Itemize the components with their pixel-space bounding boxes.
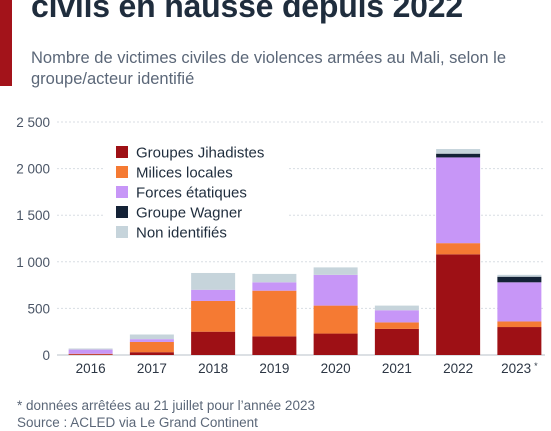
bar-segment [252, 290, 297, 337]
bar-segment [313, 305, 358, 334]
bar-segment [313, 267, 358, 275]
legend-swatch [116, 146, 128, 158]
bar-segment [436, 254, 481, 355]
y-tick-label: 1 000 [16, 255, 50, 270]
legend-label: Forces étatiques [136, 185, 247, 202]
x-tick-label: 2019 [259, 361, 289, 376]
legend-swatch [116, 166, 128, 178]
x-tick-label: 2020 [321, 361, 351, 376]
legend-swatch [116, 206, 128, 218]
y-tick-label: 1 500 [16, 208, 50, 223]
bar-segment [436, 153, 481, 158]
bar-segment [436, 149, 481, 154]
bar-segment [68, 349, 113, 354]
bar-segment [191, 300, 236, 332]
bar-segment [497, 274, 542, 277]
x-tick-label: 2016 [76, 361, 106, 376]
bar-segment [191, 331, 236, 355]
bar-segment [129, 339, 174, 342]
bar-segment [374, 322, 419, 329]
bars-layer [68, 149, 542, 355]
y-tick-label: 2 500 [16, 115, 50, 130]
bar-segment [497, 276, 542, 283]
bar-segment [252, 282, 297, 291]
bar-segment [129, 334, 174, 340]
x-axis: 2016 2017 2018 2019 2020 2021 2022 2023 * [76, 361, 539, 376]
source-note: Source : ACLED via Le Grand Continent [17, 415, 258, 430]
y-tick-label: 0 [42, 348, 50, 363]
bar-segment [68, 354, 113, 355]
bar-segment [436, 243, 481, 255]
legend-swatch [116, 226, 128, 238]
legend-swatch [116, 186, 128, 198]
bar-segment [252, 273, 297, 283]
y-axis: 0 500 1 000 1 500 2 000 2 500 [16, 115, 50, 363]
chart-title: civils en hausse depuis 2022 [31, 0, 463, 24]
bar-segment [497, 282, 542, 322]
chart-subtitle: Nombre de victimes civiles de violences … [31, 49, 507, 88]
x-tick-label: 2018 [198, 361, 228, 376]
x-tick-label: 2022 [443, 361, 473, 376]
legend-label: Groupes Jihadistes [136, 145, 264, 162]
bar-segment [129, 341, 174, 353]
bar-segment [313, 333, 358, 355]
bar-segment [374, 310, 419, 323]
bar-segment [191, 272, 236, 290]
footer: * données arrêtées au 21 juillet pour l’… [17, 397, 315, 431]
y-tick-label: 500 [27, 301, 50, 316]
bar-segment [191, 289, 236, 301]
bar-segment [497, 327, 542, 355]
x-tick-label: 2017 [137, 361, 167, 376]
legend-box [103, 138, 289, 246]
legend-label: Milices locales [136, 165, 233, 182]
x-tick-label: 2023 * [501, 361, 538, 376]
accent-bar [0, 0, 12, 86]
y-tick-label: 2 000 [16, 162, 50, 177]
bar-segment [436, 157, 481, 244]
legend-label: Non identifiés [136, 225, 227, 242]
bar-segment [313, 274, 358, 306]
bar-segment [497, 321, 542, 328]
bar-segment [374, 305, 419, 311]
bar-segment [68, 348, 113, 350]
x-tick-label: 2021 [382, 361, 412, 376]
legend-label: Groupe Wagner [136, 205, 242, 222]
bar-segment [374, 328, 419, 355]
legend: Groupes Jihadistes Milices locales Forces … [103, 138, 289, 246]
bar-segment [129, 352, 174, 355]
footnote: * données arrêtées au 21 juillet pour l’… [17, 398, 315, 413]
bar-segment [252, 336, 297, 355]
